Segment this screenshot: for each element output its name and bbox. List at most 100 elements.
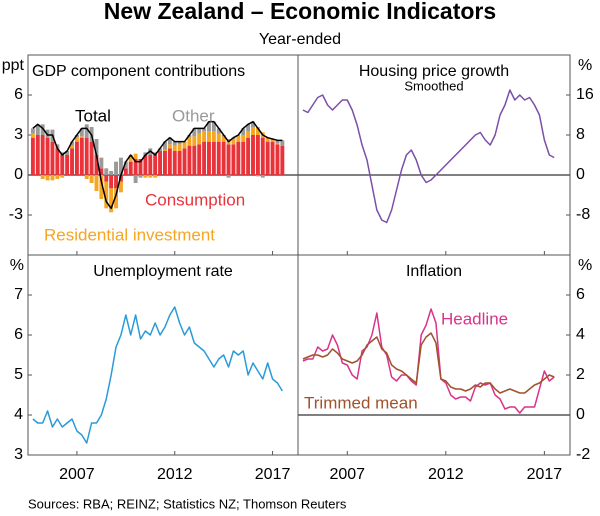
y-tick-label: 2	[576, 366, 585, 383]
y-unit-label: %	[578, 57, 592, 74]
bar-segment	[153, 155, 158, 175]
bar-segment	[246, 124, 251, 131]
bar-segment	[70, 148, 74, 175]
bar-segment	[45, 175, 50, 181]
bar-segment	[70, 141, 74, 146]
bar-segment	[167, 144, 172, 149]
bar-segment	[123, 161, 128, 169]
y-tick-label: -3	[9, 206, 23, 223]
bar-segment	[241, 141, 246, 175]
bar-segment	[148, 155, 153, 175]
bar-segment	[167, 148, 172, 175]
bar-segment	[30, 128, 35, 134]
bar-segment	[133, 153, 138, 159]
bar-segment	[172, 151, 177, 175]
bar-segment	[202, 141, 207, 175]
bar-segment	[84, 137, 89, 175]
bar-segment	[246, 131, 251, 138]
series-label: Headline	[441, 309, 508, 328]
bar-segment	[109, 175, 114, 189]
bar-segment	[197, 144, 202, 175]
bar-segment	[207, 131, 211, 142]
series-label: Residential investment	[44, 225, 215, 244]
bar-segment	[84, 175, 89, 179]
bar-segment	[221, 136, 226, 142]
y-unit-label: %	[10, 257, 24, 274]
bar-segment	[74, 135, 79, 138]
bar-segment	[89, 175, 94, 183]
series-line	[32, 306, 283, 444]
y-tick-label: 6	[576, 286, 585, 303]
bar-segment	[60, 152, 65, 155]
bar-segment	[216, 133, 221, 142]
bar-segment	[104, 175, 109, 182]
y-tick-label: 8	[576, 126, 585, 143]
bar-segment	[202, 131, 207, 142]
bar-segment	[255, 175, 260, 177]
bar-segment	[45, 137, 50, 175]
bar-segment	[79, 137, 84, 175]
bar-segment	[182, 141, 187, 149]
bar-segment	[55, 175, 60, 179]
bar-segment	[177, 141, 182, 145]
series-line	[302, 89, 555, 224]
bar-segment	[270, 139, 275, 142]
bar-segment	[187, 135, 192, 138]
bar-segment	[45, 129, 50, 138]
y-tick-label: -2	[576, 446, 590, 463]
bar-segment	[104, 181, 109, 209]
bar-segment	[153, 152, 158, 155]
bar-segment	[275, 144, 280, 175]
bar-segment	[118, 181, 123, 193]
bar-segment	[70, 145, 74, 149]
bar-segment	[251, 121, 255, 127]
bar-segment	[138, 159, 143, 175]
page-title: New Zealand – Economic Indicators	[104, 0, 496, 24]
bar-segment	[143, 155, 148, 175]
bar-segment	[60, 175, 65, 178]
bar-segment	[187, 137, 192, 146]
bar-segment	[94, 155, 99, 175]
series-label: Trimmed mean	[304, 393, 418, 412]
bar-segment	[50, 141, 55, 175]
bar-segment	[172, 141, 177, 146]
bar-segment	[148, 175, 153, 178]
y-tick-label: 16	[576, 86, 594, 103]
panel-title: Unemployment rate	[93, 263, 233, 280]
bar-segment	[207, 121, 211, 131]
bar-segment	[30, 137, 35, 175]
bar-segment	[265, 137, 270, 142]
bar-segment	[197, 133, 202, 145]
bar-segment	[84, 124, 89, 138]
bar-segment	[260, 137, 265, 175]
bar-segment	[192, 128, 197, 137]
series-line	[302, 332, 555, 394]
panel-frames	[27, 54, 571, 456]
y-tick-label: 4	[576, 326, 585, 343]
panel-title: Housing price growth	[359, 63, 509, 80]
bar-segment	[260, 175, 265, 178]
series-label: Total	[75, 106, 111, 125]
bar-segment	[153, 175, 158, 178]
bar-segment	[133, 159, 138, 175]
bar-segment	[202, 128, 207, 131]
bar-segment	[40, 124, 45, 135]
bar-segment	[55, 148, 60, 175]
x-tick-label: 2012	[157, 466, 193, 483]
bar-segment	[265, 141, 270, 175]
y-tick-label: 5	[14, 366, 23, 383]
series-line	[32, 120, 283, 210]
y-tick-label: 4	[14, 406, 23, 423]
bar-segment	[241, 135, 246, 142]
panel-title: GDP component contributions	[32, 63, 245, 80]
bar-segment	[241, 128, 246, 135]
bar-segment	[255, 127, 260, 135]
y-tick-label: 7	[14, 286, 23, 303]
series-line	[302, 308, 555, 414]
bar-segment	[79, 136, 84, 138]
bar-segment	[158, 151, 163, 175]
bar-segment	[143, 152, 148, 155]
plots: GDP component contributions ppt -3 0 3 6 Consu…	[2, 57, 594, 483]
